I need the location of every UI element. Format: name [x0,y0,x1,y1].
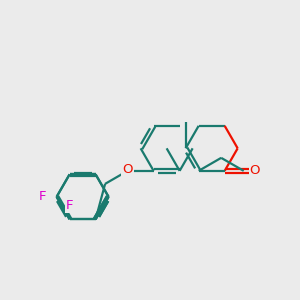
Text: O: O [250,164,260,177]
Text: O: O [122,163,133,176]
Text: F: F [66,199,74,212]
Text: F: F [39,190,46,203]
